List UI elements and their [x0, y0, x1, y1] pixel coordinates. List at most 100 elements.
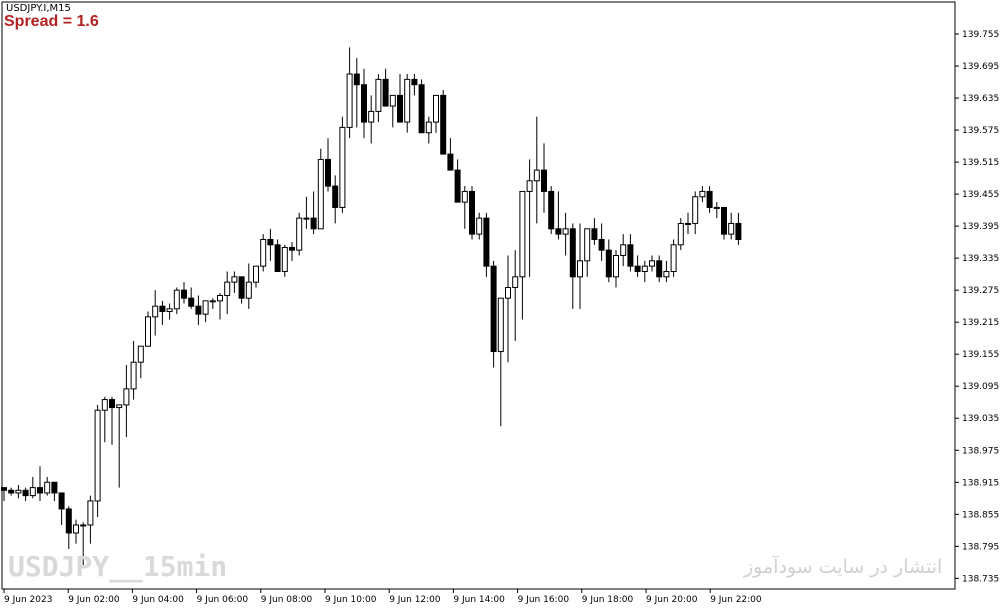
price-tick-label: 139.635: [962, 94, 999, 104]
candle-body: [22, 489, 29, 497]
candle-body: [418, 84, 425, 134]
candle-body: [87, 500, 94, 526]
price-tick-label: 138.975: [962, 446, 999, 456]
candle-body: [51, 481, 58, 494]
time-tick-label: 9 Jun 10:00: [325, 595, 377, 605]
candle-body: [620, 244, 627, 256]
candle-body: [483, 217, 490, 267]
price-tick-label: 139.095: [962, 382, 999, 392]
candle-body: [584, 228, 591, 262]
candle-body: [152, 305, 159, 318]
time-tick-label: 9 Jun 02:00: [68, 595, 120, 605]
candle-body: [677, 222, 684, 246]
candle-body: [634, 265, 641, 272]
candle-body: [1, 487, 7, 491]
candle-body: [411, 78, 418, 86]
candle-body: [346, 73, 353, 128]
candle-body: [224, 281, 231, 296]
price-tick-label: 139.335: [962, 254, 999, 264]
candle-body: [274, 244, 281, 272]
candle-body: [73, 524, 79, 534]
candle-body: [188, 297, 195, 307]
candle-body: [641, 265, 648, 272]
candle-body: [289, 246, 295, 251]
candle-body: [555, 228, 562, 235]
candle-body: [173, 289, 180, 310]
candle-body: [267, 238, 274, 246]
candle-body: [339, 126, 346, 208]
candle-body: [591, 228, 598, 240]
candle-body: [80, 524, 87, 527]
candle-body: [685, 222, 691, 225]
candle-body: [44, 481, 51, 494]
candle-body: [433, 94, 439, 123]
candle-body: [209, 300, 216, 303]
candle-body: [15, 489, 22, 494]
price-tick-label: 138.915: [962, 478, 999, 488]
candle-body: [627, 244, 634, 267]
time-tick-label: 9 Jun 20:00: [646, 595, 698, 605]
watermark-symbol: USDJPY__15min: [8, 550, 228, 583]
candle-body: [123, 388, 130, 406]
candle-body: [58, 492, 65, 510]
spread-label: Spread = 1.6: [4, 13, 99, 30]
candle-body: [368, 110, 375, 123]
candle-body: [562, 228, 569, 235]
candle-body: [159, 305, 166, 313]
candle-body: [447, 153, 454, 171]
candle-body: [382, 78, 389, 107]
candle-body: [310, 217, 317, 230]
candle-body: [692, 196, 699, 224]
time-tick-label: 9 Jun 14:00: [453, 595, 505, 605]
candle-body: [605, 249, 612, 278]
candle-body: [577, 260, 583, 278]
candle-body: [512, 276, 519, 288]
price-tick-label: 139.695: [962, 62, 999, 72]
candle-body: [37, 487, 43, 494]
candle-body: [490, 265, 497, 353]
candle-body: [454, 169, 461, 203]
candle-body: [569, 228, 576, 278]
candle-body: [721, 206, 727, 235]
candle-body: [440, 94, 447, 155]
candle-body: [461, 190, 468, 203]
candle-body: [389, 94, 396, 107]
candle-body: [195, 305, 202, 315]
candle-body: [101, 399, 108, 411]
candle-body: [116, 404, 123, 409]
candle-body: [281, 246, 288, 272]
candle-body: [649, 260, 655, 267]
candle-body: [425, 121, 432, 134]
candle-body: [361, 84, 367, 123]
candle-body: [238, 276, 245, 299]
time-tick-label: 9 Jun 18:00: [582, 595, 634, 605]
time-tick-label: 9 Jun 22:00: [710, 595, 762, 605]
watermark-site: انتشار در سایت سودآموز: [744, 556, 943, 578]
price-tick-label: 139.455: [962, 190, 999, 200]
candle-body: [497, 297, 504, 353]
symbol-timeframe-label: USDJPY.I,M15: [6, 3, 71, 14]
candle-body: [670, 244, 677, 272]
candle-body: [526, 180, 533, 192]
candle-body: [109, 399, 115, 409]
candle-body: [145, 316, 151, 347]
candle-body: [94, 409, 101, 502]
time-tick-label: 9 Jun 2023: [4, 595, 52, 605]
price-tick-label: 138.855: [962, 510, 999, 520]
candle-body: [656, 260, 663, 278]
time-tick-label: 9 Jun 12:00: [389, 595, 441, 605]
candle-body: [332, 185, 339, 208]
candle-body: [353, 73, 360, 86]
plot-frame: [1, 1, 956, 590]
price-tick-label: 138.735: [962, 574, 999, 584]
price-tick-label: 139.035: [962, 414, 999, 424]
candle-body: [217, 295, 223, 302]
price-tick-label: 139.575: [962, 126, 999, 136]
candle-body: [325, 158, 331, 187]
candle-body: [469, 190, 475, 235]
price-tick-label: 139.155: [962, 350, 999, 360]
candle-body: [260, 238, 267, 267]
candle-body: [181, 289, 187, 299]
